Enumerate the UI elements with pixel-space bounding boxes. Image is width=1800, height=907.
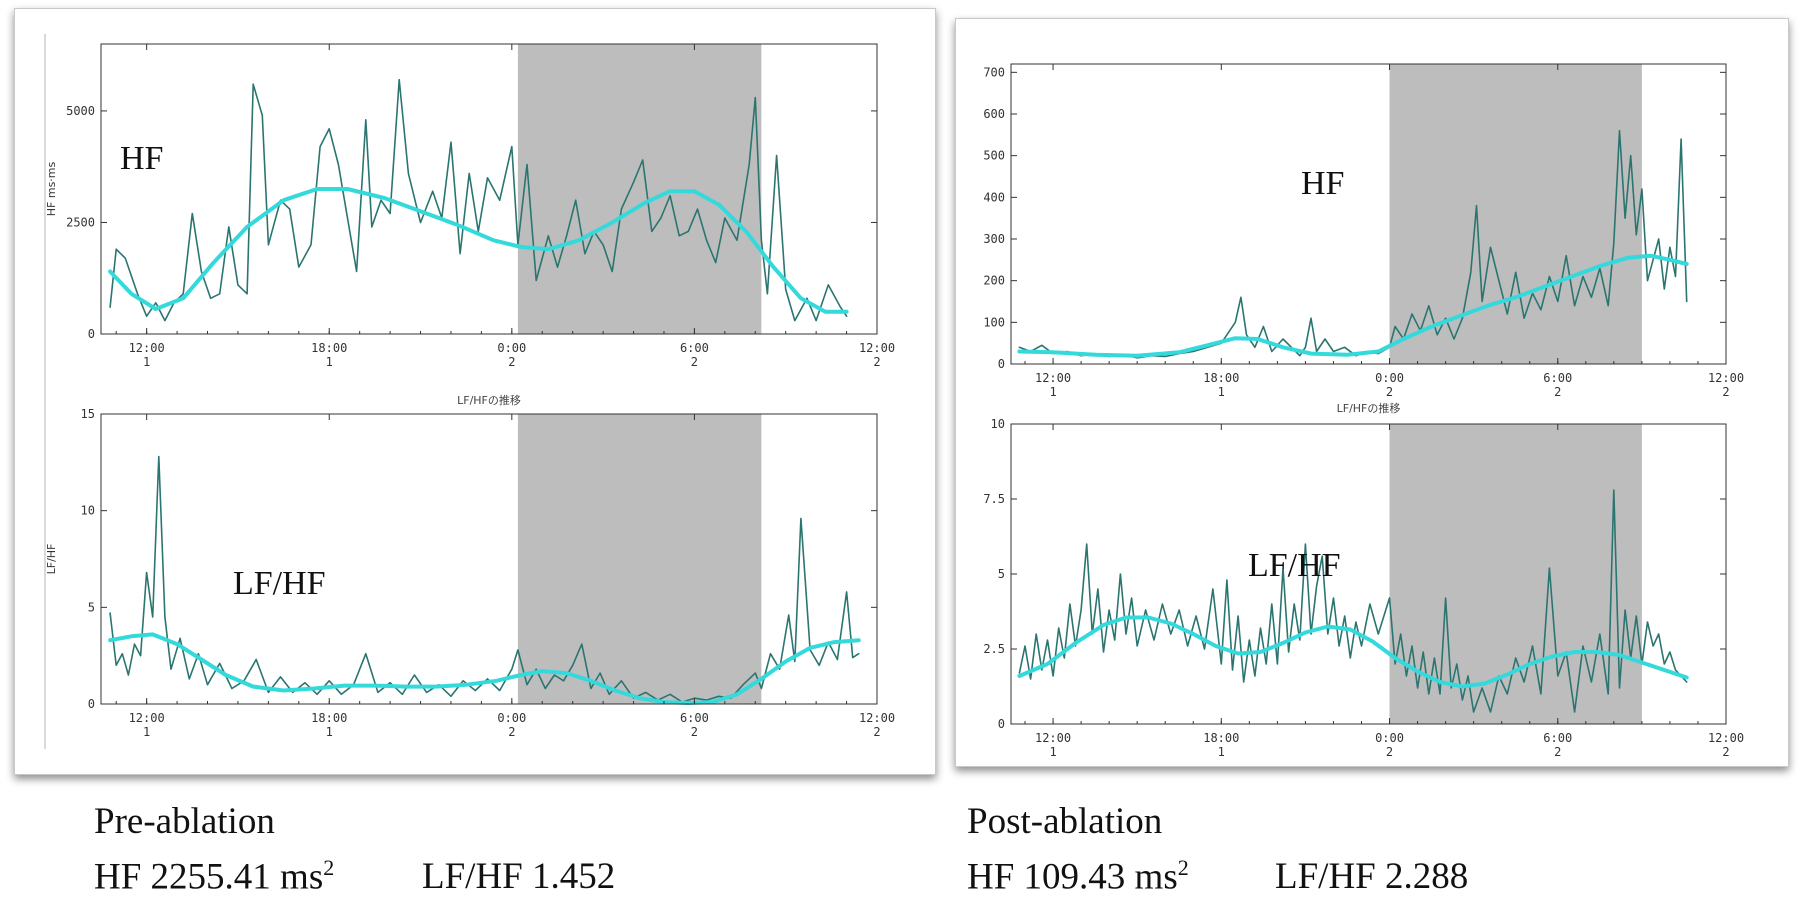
y-tick-label: 5 bbox=[998, 567, 1005, 581]
post-ablation-lfhf-value: LF/HF 2.288 bbox=[1275, 856, 1469, 897]
pre-ablation-figure: 02500500012:00118:0010:0026:00212:002HF … bbox=[44, 34, 895, 749]
pre-ablation-hf-value: HF 2255.41 ms2 bbox=[94, 855, 334, 898]
lfhf-chart-post: 02.557.51012:00118:0010:0026:00212:002LF… bbox=[983, 401, 1744, 759]
lfhf-chart-pre: 05101512:00118:0010:0026:00212:002LF/HFの… bbox=[45, 393, 895, 739]
x-tick-label: 0:00 bbox=[1375, 731, 1404, 745]
x-tick-sublabel: 2 bbox=[1722, 385, 1729, 399]
trend-line bbox=[108, 187, 849, 314]
x-tick-sublabel: 1 bbox=[1218, 385, 1225, 399]
night-shade-band bbox=[517, 44, 762, 334]
y-tick-label: 10 bbox=[81, 504, 95, 518]
x-tick-label: 0:00 bbox=[497, 341, 526, 355]
x-tick-label: 0:00 bbox=[497, 711, 526, 725]
x-tick-label: 6:00 bbox=[1543, 731, 1572, 745]
series-annotation: HF bbox=[1301, 165, 1344, 202]
y-tick-label: 5 bbox=[88, 600, 95, 614]
x-tick-sublabel: 2 bbox=[1722, 745, 1729, 759]
y-tick-label: 600 bbox=[983, 107, 1005, 121]
x-tick-label: 18:00 bbox=[311, 711, 347, 725]
x-tick-sublabel: 2 bbox=[873, 355, 880, 369]
pre-ablation-lfhf-value: LF/HF 1.452 bbox=[422, 856, 616, 897]
x-tick-sublabel: 2 bbox=[691, 725, 698, 739]
y-tick-label: 15 bbox=[81, 407, 95, 421]
y-axis-label: LF/HF bbox=[45, 544, 58, 575]
post-ablation-title: Post-ablation bbox=[967, 801, 1163, 842]
chart-title: LF/HFの推移 bbox=[1337, 401, 1401, 415]
plot-frame bbox=[100, 413, 878, 705]
x-tick-sublabel: 1 bbox=[1218, 745, 1225, 759]
hf-chart-post: 010020030040050060070012:00118:0010:0026… bbox=[983, 63, 1744, 399]
y-tick-label: 200 bbox=[983, 274, 1005, 288]
x-tick-label: 12:00 bbox=[859, 341, 895, 355]
raw-series-line bbox=[109, 78, 848, 322]
post-ablation-panel: 0 100 200 300 400 500 600 700 12:00 1 18:00 1 0:00 2 6… bbox=[955, 18, 1789, 767]
x-tick-sublabel: 1 bbox=[326, 355, 333, 369]
x-tick-sublabel: 1 bbox=[1049, 745, 1056, 759]
x-tick-sublabel: 2 bbox=[1554, 385, 1561, 399]
raw-series-line bbox=[1018, 489, 1688, 713]
y-tick-label: 0 bbox=[998, 357, 1005, 371]
x-tick-label: 6:00 bbox=[680, 341, 709, 355]
y-tick-label: 10 bbox=[991, 417, 1005, 431]
x-tick-label: 12:00 bbox=[859, 711, 895, 725]
y-tick-label: 300 bbox=[983, 232, 1005, 246]
x-tick-label: 12:00 bbox=[129, 341, 165, 355]
pre-ablation-panel: 0 2500 5000 12:00 1 18:00 1 0:00 2 6:00 2 12:00 2 HF … bbox=[14, 8, 936, 775]
plot-frame bbox=[1010, 63, 1727, 365]
y-tick-label: 500 bbox=[983, 149, 1005, 163]
x-tick-sublabel: 2 bbox=[1386, 745, 1393, 759]
y-tick-label: 2500 bbox=[66, 215, 95, 229]
x-tick-sublabel: 1 bbox=[1049, 385, 1056, 399]
x-tick-sublabel: 1 bbox=[326, 725, 333, 739]
y-tick-label: 5000 bbox=[66, 104, 95, 118]
y-tick-label: 0 bbox=[998, 717, 1005, 731]
trend-line bbox=[108, 632, 861, 705]
y-axis-label: HF ms·ms bbox=[45, 161, 58, 216]
x-tick-label: 12:00 bbox=[129, 711, 165, 725]
night-shade-band bbox=[1389, 64, 1642, 364]
x-tick-sublabel: 2 bbox=[508, 725, 515, 739]
x-tick-label: 12:00 bbox=[1708, 371, 1744, 385]
x-tick-sublabel: 2 bbox=[508, 355, 515, 369]
y-tick-label: 700 bbox=[983, 65, 1005, 79]
x-tick-label: 12:00 bbox=[1035, 371, 1071, 385]
y-tick-label: 7.5 bbox=[983, 492, 1005, 506]
x-tick-label: 18:00 bbox=[1203, 371, 1239, 385]
y-tick-label: 100 bbox=[983, 315, 1005, 329]
y-tick-label: 400 bbox=[983, 190, 1005, 204]
raw-series-line bbox=[1018, 129, 1688, 359]
night-shade-band bbox=[517, 414, 762, 704]
x-tick-label: 6:00 bbox=[1543, 371, 1572, 385]
trend-line bbox=[1017, 615, 1689, 689]
trend-line bbox=[1017, 253, 1689, 358]
x-tick-sublabel: 1 bbox=[143, 355, 150, 369]
post-ablation-hf-value: HF 109.43 ms2 bbox=[967, 855, 1189, 898]
y-tick-label: 0 bbox=[88, 697, 95, 711]
post-ablation-figure: 010020030040050060070012:00118:0010:0026… bbox=[983, 63, 1744, 759]
x-tick-sublabel: 2 bbox=[873, 725, 880, 739]
x-tick-label: 6:00 bbox=[680, 711, 709, 725]
x-tick-sublabel: 2 bbox=[1554, 745, 1561, 759]
series-annotation: LF/HF bbox=[233, 565, 326, 602]
x-tick-label: 12:00 bbox=[1035, 731, 1071, 745]
post-hf-text: HF 109.43 ms bbox=[967, 856, 1178, 898]
plot-frame bbox=[100, 43, 878, 335]
series-annotation: LF/HF bbox=[1248, 547, 1341, 584]
pre-hf-superscript: 2 bbox=[323, 855, 335, 880]
x-tick-label: 0:00 bbox=[1375, 371, 1404, 385]
y-tick-label: 2.5 bbox=[983, 642, 1005, 656]
x-tick-label: 18:00 bbox=[1203, 731, 1239, 745]
x-tick-sublabel: 1 bbox=[143, 725, 150, 739]
series-annotation: HF bbox=[120, 140, 163, 177]
pre-hf-text: HF 2255.41 ms bbox=[94, 856, 324, 898]
chart-title: LF/HFの推移 bbox=[457, 393, 521, 407]
x-tick-sublabel: 2 bbox=[691, 355, 698, 369]
x-tick-label: 18:00 bbox=[311, 341, 347, 355]
post-hf-superscript: 2 bbox=[1177, 855, 1189, 880]
x-tick-sublabel: 2 bbox=[1386, 385, 1393, 399]
pre-ablation-title: Pre-ablation bbox=[94, 801, 275, 842]
x-tick-label: 12:00 bbox=[1708, 731, 1744, 745]
hf-chart-pre: 02500500012:00118:0010:0026:00212:002HF … bbox=[45, 43, 895, 369]
y-tick-label: 0 bbox=[88, 327, 95, 341]
